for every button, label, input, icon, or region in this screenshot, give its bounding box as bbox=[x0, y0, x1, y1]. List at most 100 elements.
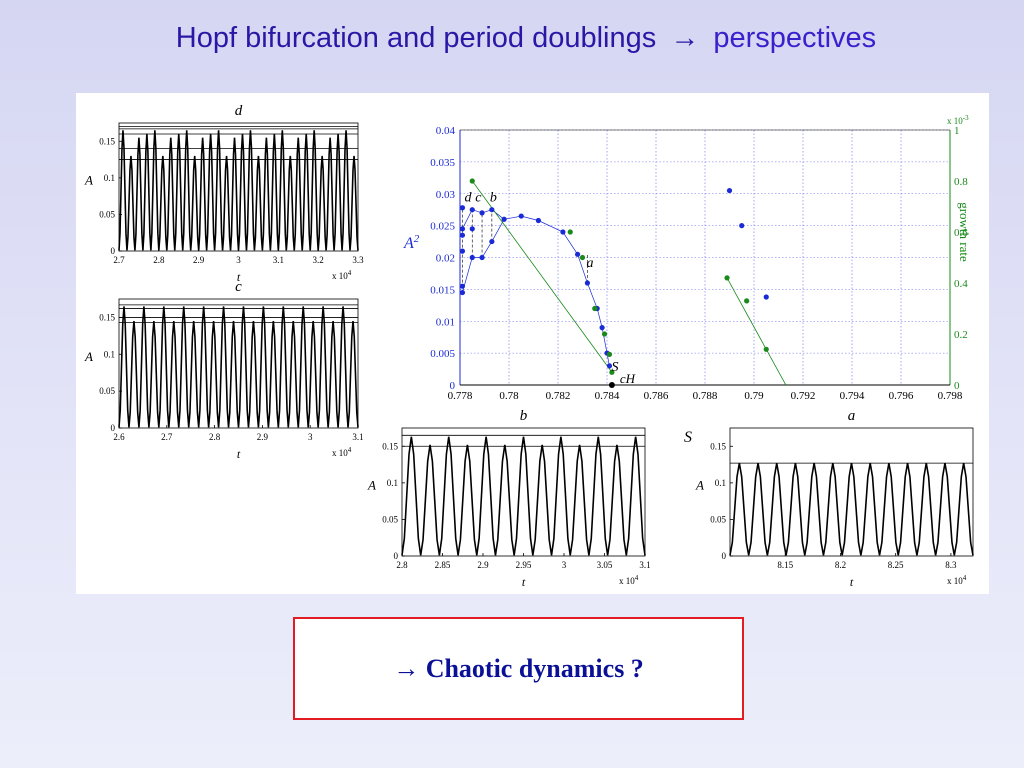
x-tick-label-bifurcation: 0.784 bbox=[595, 390, 620, 402]
green-data-point bbox=[744, 298, 750, 304]
y-tick-label-a: 0.05 bbox=[710, 514, 726, 524]
y-tick-label-bifurcation: 0.04 bbox=[436, 125, 456, 137]
green-data-point bbox=[579, 254, 586, 261]
y-tick-label-a: 0 bbox=[722, 551, 727, 561]
y-tick-label-bifurcation: 0 bbox=[450, 380, 456, 392]
x-tick-label-bifurcation: 0.788 bbox=[693, 390, 718, 402]
x-tick-label-d: 2.9 bbox=[193, 255, 205, 265]
y-tick-label-bifurcation: 0.005 bbox=[430, 348, 455, 360]
blue-data-point bbox=[469, 207, 475, 213]
title-main-text: Hopf bifurcation and period doublings bbox=[175, 22, 657, 54]
blue-branch-curve bbox=[462, 215, 610, 366]
x-tick-label-bifurcation: 0.792 bbox=[791, 390, 816, 402]
green-data-point bbox=[763, 346, 769, 352]
x-tick-label-d: 2.8 bbox=[153, 255, 165, 265]
slide-title: Hopf bifurcation and period doublings → … bbox=[0, 22, 1024, 55]
y2-tick-label-bifurcation: 0.6 bbox=[954, 227, 968, 239]
green-data-point bbox=[567, 229, 573, 235]
annotation-ch: cH bbox=[620, 371, 636, 386]
x-tick-label-bifurcation: 0.794 bbox=[840, 390, 865, 402]
blue-data-point bbox=[560, 229, 566, 235]
title-arrow-icon: → bbox=[670, 22, 700, 54]
panel-title-d: d bbox=[235, 103, 243, 119]
x-multiplier-a: x 104 bbox=[947, 574, 967, 586]
x-tick-label-c: 3 bbox=[308, 432, 313, 442]
y-tick-label-d: 0.05 bbox=[99, 209, 115, 219]
plot-frame-a bbox=[729, 427, 974, 557]
y2-tick-label-bifurcation: 0.8 bbox=[954, 176, 968, 188]
x-tick-label-b: 3 bbox=[562, 560, 567, 570]
blue-data-point bbox=[479, 254, 485, 261]
x-tick-label-bifurcation: 0.782 bbox=[546, 390, 571, 402]
panel-title-b: b bbox=[520, 408, 528, 424]
x-axis-label-c: t bbox=[237, 447, 241, 461]
oscillation-curve-c bbox=[118, 306, 359, 428]
x-tick-label-a: 8.15 bbox=[777, 560, 793, 570]
x-multiplier-b: x 104 bbox=[619, 574, 639, 586]
y-tick-label-bifurcation: 0.015 bbox=[430, 284, 455, 296]
annotation-b: b bbox=[490, 190, 497, 205]
y-tick-label-c: 0.15 bbox=[99, 312, 115, 322]
callout-arrow-icon: → bbox=[393, 653, 420, 683]
oscillation-curve-d bbox=[118, 130, 359, 251]
blue-data-point bbox=[726, 187, 733, 194]
x-tick-label-a: 8.2 bbox=[835, 560, 846, 570]
green-growth-line bbox=[471, 180, 613, 373]
x-axis-label-d: t bbox=[237, 270, 241, 284]
y-tick-label-b: 0.1 bbox=[387, 478, 398, 488]
x-axis-label-b: t bbox=[522, 575, 526, 589]
blue-data-point bbox=[479, 210, 485, 216]
x-multiplier-c: x 104 bbox=[332, 446, 352, 458]
y-axis-label-c: A bbox=[84, 349, 93, 364]
blue-data-point bbox=[584, 280, 590, 286]
green-data-point bbox=[609, 369, 615, 375]
green-data-point bbox=[606, 351, 613, 357]
y-tick-label-bifurcation: 0.01 bbox=[436, 316, 455, 328]
x-multiplier-d: x 104 bbox=[332, 269, 352, 281]
panel-title-a: a bbox=[848, 408, 856, 424]
x-tick-label-d: 3 bbox=[236, 255, 241, 265]
blue-data-point bbox=[469, 226, 475, 232]
blue-data-point bbox=[763, 294, 769, 300]
green-data-point bbox=[724, 275, 730, 281]
y-tick-label-d: 0.15 bbox=[99, 136, 115, 146]
x-tick-label-d: 3.1 bbox=[273, 255, 284, 265]
blue-data-point bbox=[459, 289, 466, 296]
y-tick-label-a: 0.1 bbox=[715, 478, 726, 488]
x-tick-label-c: 2.9 bbox=[257, 432, 269, 442]
y-tick-label-d: 0.1 bbox=[104, 173, 115, 183]
annotation-s: S bbox=[611, 360, 618, 375]
y-tick-label-bifurcation: 0.02 bbox=[436, 253, 455, 265]
y-tick-label-d: 0 bbox=[111, 246, 116, 256]
y-axis-label-bifurcation: A2 bbox=[403, 233, 420, 252]
blue-data-point bbox=[489, 238, 495, 245]
x-tick-label-b: 2.9 bbox=[477, 560, 489, 570]
x-tick-label-a: 8.3 bbox=[945, 560, 957, 570]
y-tick-label-bifurcation: 0.03 bbox=[436, 189, 456, 201]
y-tick-label-a: 0.15 bbox=[710, 441, 726, 451]
blue-data-point bbox=[575, 251, 581, 257]
x-tick-label-b: 2.85 bbox=[435, 560, 451, 570]
figure-canvas: 00.050.10.152.7 2.8 2.9 3 3.1 3.2 3.3At x 104d0… bbox=[84, 103, 974, 589]
green-data-point bbox=[469, 178, 475, 184]
plot-frame-c bbox=[118, 298, 359, 429]
x-tick-label-c: 2.7 bbox=[161, 432, 173, 442]
oscillation-curve-a bbox=[729, 462, 974, 556]
y2-tick-label-bifurcation: 0.2 bbox=[954, 329, 968, 341]
x-tick-label-bifurcation: 0.79 bbox=[744, 390, 764, 402]
y-tick-label-b: 0.15 bbox=[382, 441, 398, 451]
y-axis-label-d: A bbox=[84, 173, 93, 188]
y-tick-label-bifurcation: 0.025 bbox=[430, 221, 455, 233]
y-tick-label-b: 0 bbox=[394, 551, 399, 561]
callout-text: → Chaotic dynamics ? bbox=[393, 654, 644, 684]
title-tail-text: perspectives bbox=[713, 22, 877, 54]
x-tick-label-bifurcation: 0.796 bbox=[889, 390, 914, 402]
plot-frame-b bbox=[401, 427, 646, 557]
x-tick-label-c: 2.6 bbox=[113, 432, 125, 442]
x-tick-label-b: 3.05 bbox=[597, 560, 613, 570]
x-tick-label-b: 2.8 bbox=[396, 560, 408, 570]
green-data-point bbox=[601, 331, 608, 337]
oscillation-curve-b bbox=[401, 436, 646, 556]
y-axis-label-b: A bbox=[367, 478, 376, 493]
